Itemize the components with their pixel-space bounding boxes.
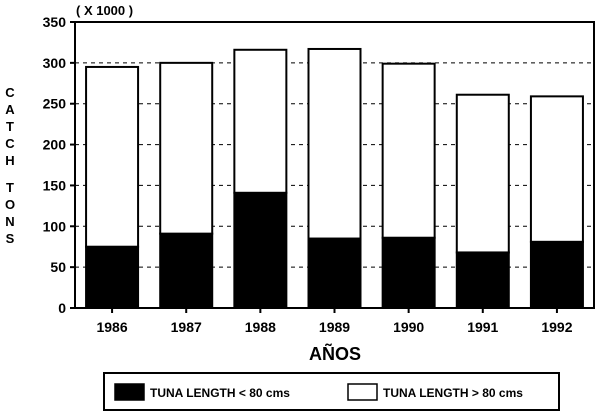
x-tick-label: 1986 — [96, 319, 127, 335]
y-axis-label-letter: N — [5, 214, 14, 229]
y-axis-label-letter: C — [5, 85, 15, 100]
y-tick-label: 200 — [43, 137, 67, 153]
x-axis-ticks: 1986 1987 1988 1989 1990 1991 1992 — [96, 308, 573, 335]
y-tick-label: 350 — [43, 14, 67, 30]
legend-box — [103, 372, 560, 411]
x-tick-label: 1989 — [319, 319, 350, 335]
bar-segment-large-tuna-1986 — [85, 65, 140, 248]
unit-note: ( X 1000 ) — [76, 3, 133, 18]
bar-segment-small-tuna-1988 — [233, 191, 288, 309]
y-tick-label: 150 — [43, 177, 67, 193]
bars — [85, 47, 584, 310]
bar-segment-small-tuna-1987 — [159, 232, 214, 309]
bar-segment-small-tuna-1989 — [307, 237, 362, 310]
y-axis-label-letter: A — [5, 102, 15, 117]
y-tick-label: 50 — [50, 259, 66, 275]
bar-segment-large-tuna-1991 — [455, 93, 510, 254]
y-tick-label: 100 — [43, 218, 67, 234]
bar-segment-small-tuna-1986 — [85, 245, 140, 309]
x-tick-label: 1991 — [467, 319, 498, 335]
bar-segment-large-tuna-1988 — [233, 48, 288, 194]
y-axis-label-letter: T — [6, 180, 14, 195]
y-axis-label-letter: O — [5, 197, 15, 212]
bar-segment-large-tuna-1989 — [307, 47, 362, 240]
plot-frame — [74, 21, 595, 309]
x-tick-label: 1990 — [393, 319, 424, 335]
x-tick-label: 1992 — [541, 319, 572, 335]
bar-segment-small-tuna-1991 — [455, 251, 510, 309]
legend-label-large-tuna: TUNA LENGTH > 80 cms — [383, 386, 523, 400]
bar-segment-large-tuna-1992 — [529, 95, 584, 243]
legend-swatch-large-tuna — [347, 383, 378, 401]
y-tick-label: 300 — [43, 55, 67, 71]
y-axis-label-letter: H — [5, 153, 14, 168]
bar-segment-small-tuna-1990 — [381, 236, 436, 309]
legend-swatch-small-tuna — [114, 383, 145, 401]
bar-segment-large-tuna-1987 — [159, 61, 214, 235]
y-axis-label-letter: C — [5, 136, 15, 151]
y-axis-ticks: 0 50 100 150 200 250 300 350 — [43, 14, 75, 316]
x-tick-label: 1987 — [171, 319, 202, 335]
x-axis-label: AÑOS — [309, 343, 361, 364]
legend-label-small-tuna: TUNA LENGTH < 80 cms — [150, 386, 290, 400]
bar-segment-small-tuna-1992 — [529, 240, 584, 309]
x-tick-label: 1988 — [245, 319, 276, 335]
y-tick-label: 250 — [43, 96, 67, 112]
y-axis-label-letter: T — [6, 119, 14, 134]
bar-segment-large-tuna-1990 — [381, 62, 436, 239]
legend: TUNA LENGTH < 80 cms TUNA LENGTH > 80 cm… — [103, 372, 560, 411]
y-axis-label-letter: S — [6, 231, 15, 246]
y-tick-label: 0 — [58, 300, 66, 316]
